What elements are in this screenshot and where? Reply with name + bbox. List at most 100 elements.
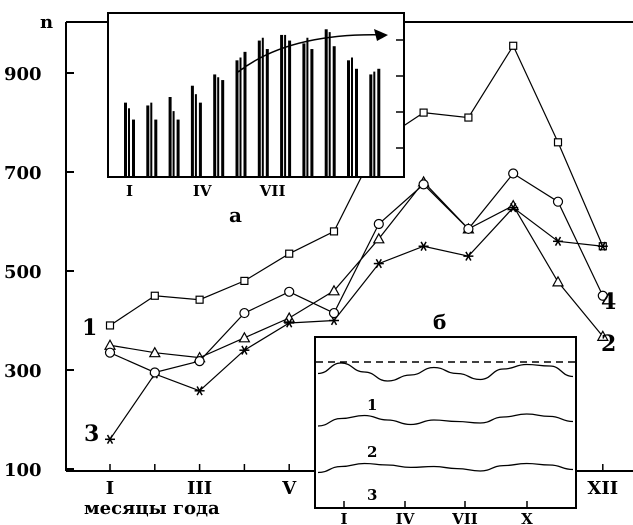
y-tick-label: 900: [4, 64, 42, 85]
data-point-triangle: [327, 284, 341, 296]
inset-a-trend-arrow: [237, 34, 387, 73]
data-point-circle: [284, 286, 295, 297]
data-point-circle: [194, 355, 205, 367]
inset-a-bar: [284, 34, 287, 176]
data-point-star: [373, 258, 384, 269]
inset-a-bar: [288, 40, 292, 177]
data-point-star: [239, 345, 250, 355]
inset-b-x-tick-label: X: [521, 510, 533, 525]
inset-a-bar: [176, 119, 180, 176]
inset-b-series-label-2: 2: [367, 443, 377, 461]
inset-a-x-tick-label: I: [126, 182, 133, 200]
data-point-circle: [508, 168, 519, 179]
inset-a-bar: [377, 68, 381, 176]
inset-b-frame: [314, 336, 577, 509]
data-point-triangle: [148, 346, 161, 358]
data-point-square: [150, 291, 159, 300]
main-series: [103, 41, 609, 445]
inset-a-bar: [261, 37, 264, 176]
data-point-square: [105, 321, 115, 330]
inset-a-bar: [351, 57, 353, 176]
inset-a-bar: [243, 51, 247, 176]
data-point-square: [553, 138, 563, 147]
inset-a-bars: [124, 29, 381, 177]
data-point-star: [508, 202, 519, 213]
data-point-triangle: [238, 331, 251, 343]
data-point-circle: [373, 218, 384, 230]
data-point-star: [284, 318, 295, 328]
inset-a-arrow-head: [374, 29, 388, 41]
inset-b-x-tick-label: VII: [451, 510, 478, 525]
data-point-circle: [104, 347, 116, 358]
inset-a-bar: [373, 71, 376, 176]
inset-a-x-ticks: I IV VII: [126, 182, 285, 200]
series-label-1: 1: [82, 315, 97, 341]
inset-a-bar: [154, 119, 158, 176]
inset-a-bar: [132, 119, 135, 176]
series-label-4: 4: [601, 289, 616, 315]
inset-a-x-tick-label: VII: [259, 182, 286, 200]
inset-b-x-tick-label: I: [340, 510, 347, 525]
y-tick-label: 700: [4, 163, 42, 184]
inset-a-label: а: [229, 203, 242, 227]
inset-a-bar: [324, 29, 328, 176]
inset-a-bar: [265, 49, 269, 176]
data-point-circle: [463, 223, 474, 235]
data-point-star: [105, 434, 115, 445]
inset-a-bar: [347, 60, 350, 177]
inset-a-bar: [235, 60, 239, 177]
inset-a-bar: [239, 57, 242, 176]
inset-a-bar: [213, 74, 217, 176]
inset-b-series: [316, 361, 575, 474]
x-tick-label: I: [106, 478, 114, 499]
inset-a-bar: [150, 102, 153, 176]
inset-a-bar: [190, 85, 194, 176]
inset-b-series-label-3: 3: [367, 486, 377, 504]
inset-b-series-line-1: [317, 362, 574, 382]
inset-a-bar: [198, 102, 202, 176]
inset-a-bar: [168, 97, 172, 176]
x-tick-label: III: [187, 478, 212, 499]
series-line-1: [109, 44, 604, 326]
x-tick-label: XII: [587, 478, 618, 499]
inset-b-label: б: [433, 310, 446, 334]
inset-a-bar: [355, 68, 358, 176]
data-point-star: [194, 386, 205, 396]
data-point-star: [553, 236, 563, 247]
inset-a-bar: [302, 43, 306, 177]
data-point-star: [597, 241, 608, 251]
inset-b-series-line-2: [317, 413, 574, 427]
inset-a-bar: [221, 80, 225, 176]
data-point-star: [463, 251, 474, 261]
data-point-square: [285, 249, 294, 258]
data-point-circle: [552, 196, 564, 207]
inset-a-bar: [369, 74, 373, 176]
x-ticks: I III V XII: [106, 464, 618, 499]
y-axis-label: n: [40, 12, 53, 33]
data-point-circle: [239, 307, 250, 319]
inset-a-bar: [310, 49, 314, 176]
data-point-square: [509, 41, 518, 50]
inset-a-bar: [280, 34, 284, 176]
x-tick-label: V: [281, 478, 297, 499]
inset-a-bar: [194, 94, 197, 176]
inset-a-y-ticks: [396, 39, 404, 149]
inset-b-x-tick-label: IV: [396, 510, 415, 525]
inset-a-bar: [306, 37, 309, 176]
inset-b-x-ticks: I IV VII X: [340, 501, 533, 525]
data-point-triangle: [551, 275, 565, 287]
y-tick-label: 500: [4, 262, 42, 283]
data-point-square: [419, 108, 428, 117]
inset-a-bar: [217, 77, 220, 176]
series-line-3: [109, 206, 603, 440]
data-point-circle: [597, 290, 608, 301]
y-tick-label: 100: [4, 460, 42, 481]
data-point-triangle: [283, 311, 296, 323]
data-point-triangle: [596, 330, 609, 341]
inset-a-bar: [257, 40, 261, 177]
series-label-3: 3: [84, 421, 99, 447]
data-point-square: [240, 276, 249, 285]
inset-a-bar: [332, 46, 336, 176]
inset-a-bar: [128, 108, 130, 176]
